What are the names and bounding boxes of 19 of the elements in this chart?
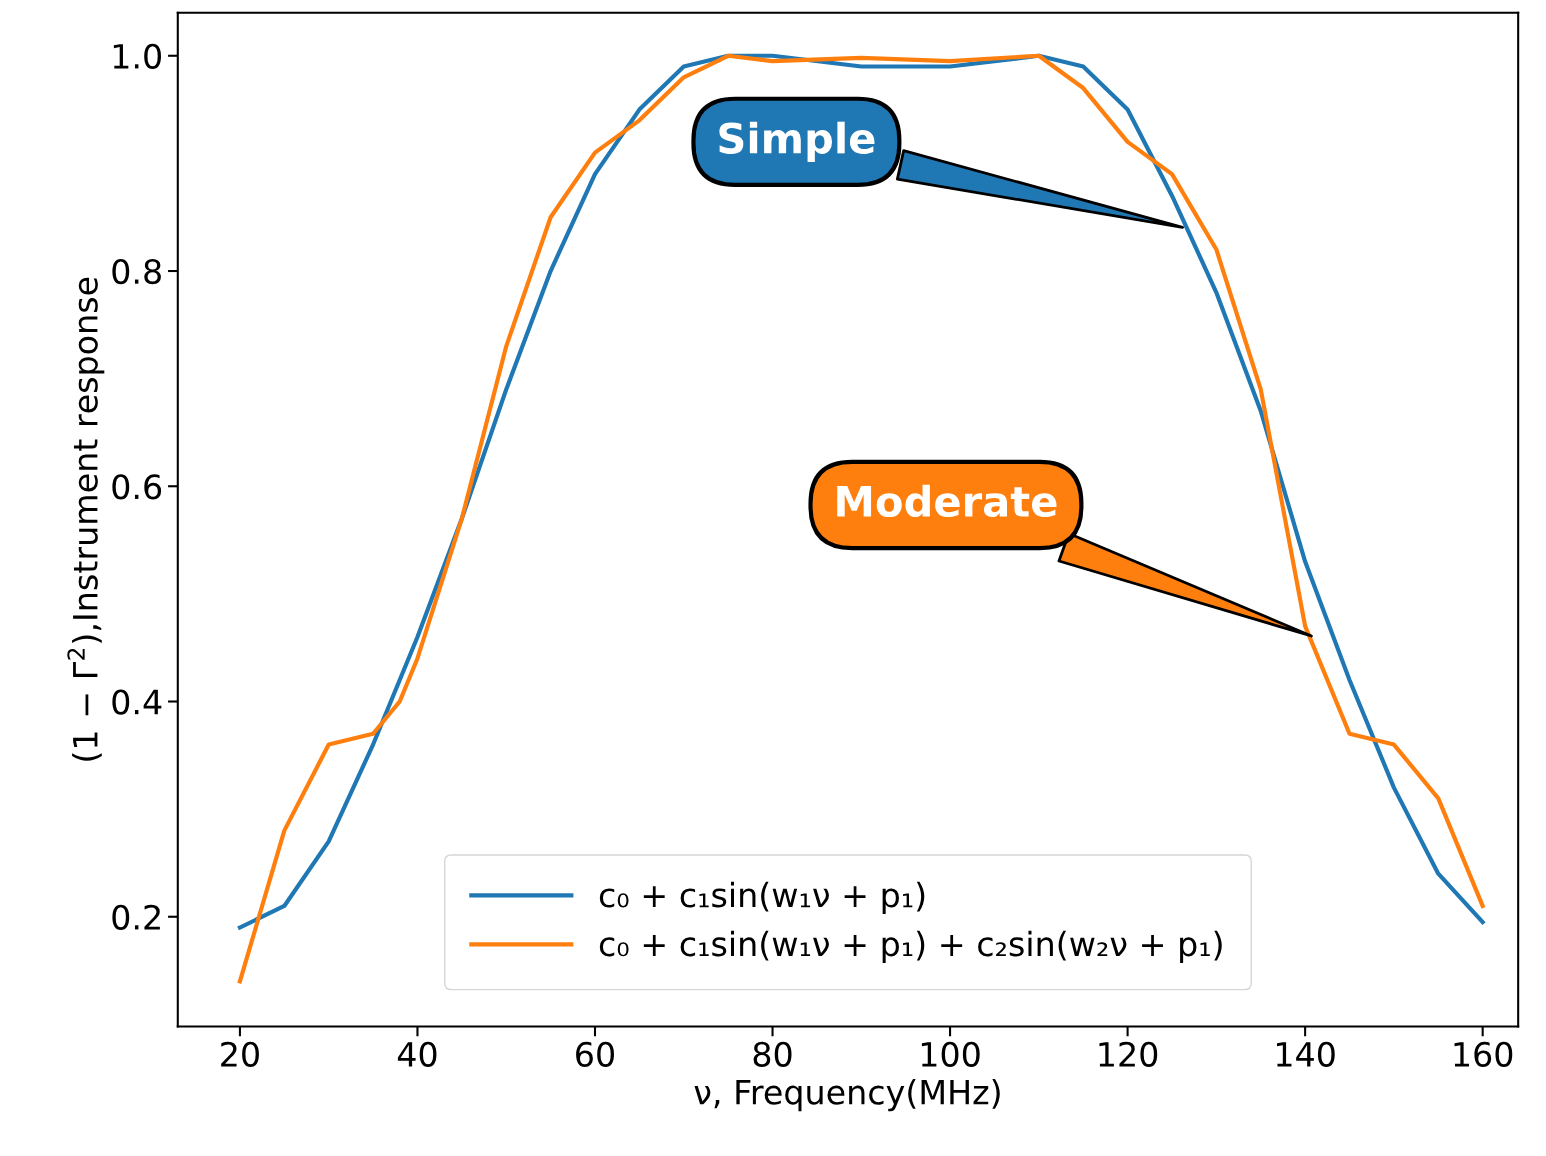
x-tick-label: 80 bbox=[753, 1041, 792, 1067]
y-tick-label: 0.8 bbox=[112, 258, 161, 285]
y-axis-title: (1 − Γ$^{2}$),Instrument response bbox=[67, 277, 105, 761]
x-tick-label: 140 bbox=[1276, 1041, 1335, 1067]
y-tick-label: 1.0 bbox=[113, 43, 161, 69]
x-tick-label: 20 bbox=[221, 1041, 259, 1067]
legend-label: c₀ + c₁sin(w₁ν + p₁) + c₂sin(w₂ν + p₁) bbox=[599, 930, 1222, 963]
x-tick-label: 60 bbox=[576, 1041, 614, 1067]
y-tick-label: 0.4 bbox=[112, 689, 162, 715]
y-tick-label: 0.6 bbox=[112, 474, 162, 500]
x-tick-label: 120 bbox=[1099, 1041, 1158, 1067]
x-tick-label: 40 bbox=[397, 1041, 437, 1067]
x-tick-label: 160 bbox=[1454, 1041, 1513, 1067]
x-axis-title: ν, Frequency(MHz) bbox=[694, 1078, 1000, 1112]
annotation: Simple bbox=[719, 121, 875, 163]
x-tick-label: 100 bbox=[921, 1041, 980, 1067]
legend-label: c₀ + c₁sin(w₁ν + p₁) bbox=[599, 881, 925, 914]
annotation: Moderate bbox=[837, 484, 1057, 518]
y-tick-label: 0.2 bbox=[112, 904, 160, 930]
